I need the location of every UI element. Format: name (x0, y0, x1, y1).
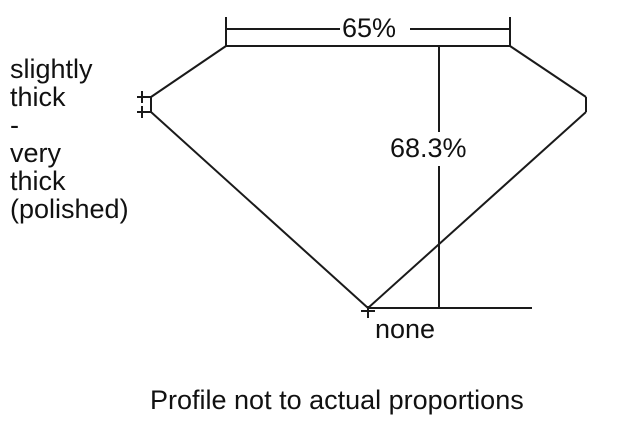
pavilion-left (150, 111, 369, 309)
girdle-label-line: - (10, 110, 19, 140)
girdle-label-line: thick (10, 82, 66, 112)
girdle-label-line: slightly (10, 54, 93, 84)
girdle-label: slightly thick - very thick (polished) (10, 55, 129, 223)
depth-percentage-label: 68.3% (390, 133, 467, 163)
caption: Profile not to actual proportions (150, 385, 524, 415)
girdle-label-line: (polished) (10, 194, 129, 224)
table-percentage-label: 65% (342, 13, 397, 43)
crown-right (509, 45, 587, 98)
crown-left (150, 45, 227, 98)
girdle-label-line: very (10, 138, 62, 168)
pavilion-right (367, 111, 587, 309)
culet-label: none (375, 314, 436, 344)
girdle-label-line: thick (10, 166, 66, 196)
